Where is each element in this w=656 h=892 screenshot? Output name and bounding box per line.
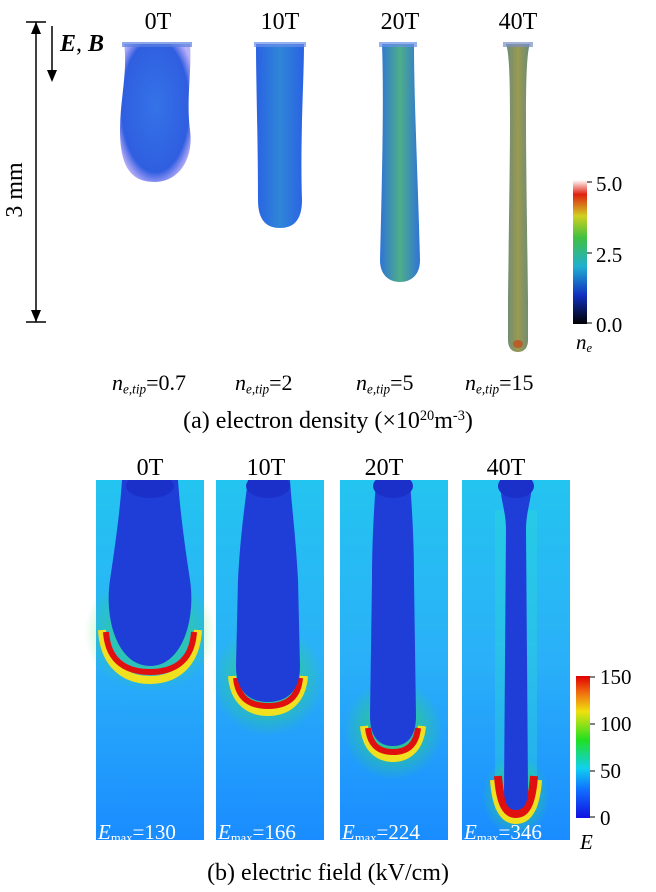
direction-label-b: B xyxy=(88,31,105,57)
tip-density-0t: ne,tip=0.7 xyxy=(112,370,186,397)
emax-0t: Emax=130 xyxy=(98,820,176,846)
direction-label-sep: , xyxy=(76,31,89,57)
direction-label-e: E xyxy=(60,31,77,57)
panel-a-graphics xyxy=(26,21,592,352)
scale-arrow xyxy=(26,21,46,323)
field-panel-40t xyxy=(462,480,570,840)
colorbar-density-tick-max: 5.0 xyxy=(596,172,623,196)
col-title-b-10t: 10T xyxy=(246,455,286,481)
density-streamer-40t xyxy=(506,44,530,352)
col-title-20t: 20T xyxy=(380,9,420,35)
col-title-b-20t: 20T xyxy=(364,455,404,481)
emax-10t: Emax=166 xyxy=(218,820,296,846)
colorbar-density-tick-mid: 2.5 xyxy=(596,243,623,267)
density-streamer-20t xyxy=(380,44,420,282)
tip-density-40t: ne,tip=15 xyxy=(465,370,534,397)
colorbar-field-tick-150: 150 xyxy=(600,665,632,689)
scale-label-wrap: 3 mm xyxy=(0,160,30,220)
colorbar-field-symbol: E xyxy=(580,830,593,854)
field-panel-0t xyxy=(84,480,216,840)
col-title-10t: 10T xyxy=(260,9,300,35)
direction-arrow xyxy=(47,26,57,82)
col-title-0t: 0T xyxy=(144,9,172,35)
direction-label: E, B xyxy=(60,32,104,56)
caption-b: (b) electric field (kV/cm) xyxy=(207,860,449,886)
col-title-b-40t: 40T xyxy=(486,455,526,481)
colorbar-density-tick-min: 0.0 xyxy=(596,313,623,337)
panel-b-graphics xyxy=(84,480,595,840)
field-panel-10t xyxy=(212,480,324,840)
scale-label: 3 mm xyxy=(2,162,28,218)
col-title-b-0t: 0T xyxy=(136,455,164,481)
tip-density-10t: ne,tip=2 xyxy=(235,370,293,397)
colorbar-field-tick-0: 0 xyxy=(600,806,611,830)
colorbar-density xyxy=(573,180,587,324)
col-title-40t: 40T xyxy=(498,9,538,35)
caption-a: (a) electron density (×1020m-3) xyxy=(183,408,473,434)
emax-20t: Emax=224 xyxy=(342,820,420,846)
colorbar-field-tick-50: 50 xyxy=(600,759,621,783)
emax-40t: Emax=346 xyxy=(464,820,542,846)
colorbar-field-tick-100: 100 xyxy=(600,712,632,736)
field-panel-20t xyxy=(340,480,448,840)
colorbar-field xyxy=(576,676,590,818)
density-streamer-10t xyxy=(256,44,304,228)
density-streamer-0t xyxy=(120,44,191,182)
tip-density-20t: ne,tip=5 xyxy=(356,370,414,397)
colorbar-density-symbol: ne xyxy=(576,330,593,356)
